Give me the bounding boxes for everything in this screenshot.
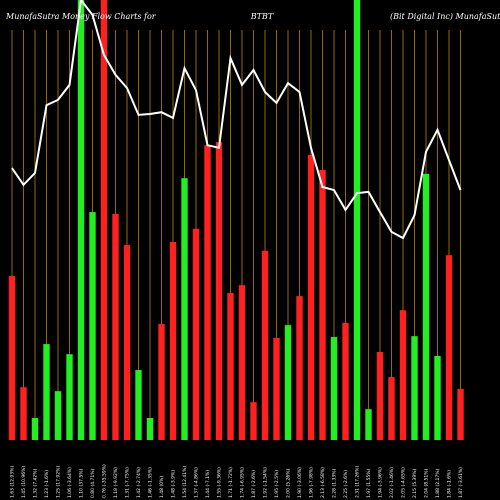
bar [181,178,188,440]
bar [238,285,246,440]
bar [411,336,418,440]
bar [54,391,62,440]
bar [319,169,326,440]
x-tick-label: 2.28 (1.33%) [332,468,338,498]
x-tick-label: 1.23 (-1.6%) [44,470,50,498]
bar [457,388,464,440]
bar [376,352,384,440]
x-tick-label: 2.05 (-4.65%) [401,467,407,498]
x-tick-label: 1.54 (12.41%) [182,466,188,498]
bar [284,325,292,440]
x-tick-label: 1.84 (-1.6%) [447,470,453,498]
bar [399,310,407,440]
x-tick-label: 1.96 (-7.98%) [309,467,315,498]
x-tick-label: 1.88 (2.17%) [435,468,441,498]
x-tick-label: 1.42 (-2.74%) [136,467,142,498]
bar [66,354,73,440]
x-tick-label: 1.71 (-1.72%) [228,467,234,498]
x-tick-label: 1.46 (-1.35%) [148,467,154,498]
bar [100,0,108,440]
bar [261,250,269,440]
x-tick-label: 1.48 (0%) [159,476,165,498]
x-tick-label: 2.31 (17.26%) [355,466,361,498]
bar [192,228,200,440]
bar [227,293,234,440]
x-tick-label: 2.00 (5.26%) [286,468,292,498]
bar [273,337,280,440]
x-tick-label: 1.18 (-9.92%) [113,467,119,498]
x-tick-label: 1.94 (-3.96%) [378,467,384,498]
x-tick-label: 1.32 (7.42%) [33,468,39,498]
bar [434,355,441,440]
x-tick-label: 1.44 (-7.1%) [205,470,211,498]
bar [422,173,430,441]
bar [250,402,257,440]
bar [388,377,395,440]
x-tick-label: 1.95 (-2.5%) [274,470,280,498]
bar [89,212,96,440]
x-tick-label: 1.37 (-4.86%) [194,467,200,498]
x-tick-label: 1.45 (10.96%) [21,466,27,498]
bar [43,344,50,440]
x-tick-label: 1.06 (-3.64%) [67,467,73,498]
bar [77,0,85,440]
bar [8,275,16,440]
x-tick-label: 1.48 (-3.9%) [171,470,177,498]
x-tick-label: 2.04 (8.51%) [424,468,430,498]
bar [31,418,39,440]
bar [112,213,119,440]
bar [158,323,165,440]
chart-title: MunafaSutra Money Flow Charts for [5,12,157,21]
x-tick-label: 1.10 (37.5%) [79,468,85,498]
subtitle: (Bit Digital Inc) MunafaSutra.com [390,12,500,21]
x-tick-label: 1.87 (-2.6%) [251,470,257,498]
x-tick-label: 2.13 (-6.58%) [320,467,326,498]
x-tick-label: 1.55 (-9.36%) [217,467,223,498]
bar [365,409,372,440]
x-tick-label: 1.97 (1.55%) [366,468,372,498]
bar [146,418,154,440]
bar [204,145,211,440]
bar [296,296,303,440]
x-tick-label: 2.25 (-2.6%) [343,470,349,498]
bar [330,337,338,440]
bar [215,142,223,440]
x-tick-label: 0.76 (-35.59%) [102,464,108,498]
bars [8,0,464,441]
money-flow-line [11,0,462,240]
x-tick-label: 0.80 (4.71%) [90,468,96,498]
bar [445,255,453,440]
bar [123,245,131,440]
bar [353,0,361,440]
bar [169,242,177,440]
x-tick-label: 1.92 (-1.54%) [263,467,269,498]
x-tick-label: 1.87 (-3.61%) [458,467,464,498]
x-tick-label: 1.90 (-3.06%) [297,467,303,498]
x-tick-label: 1.25 (17.92%) [56,466,62,498]
x-tick-label: 2.15 (5.39%) [412,468,418,498]
x-tick-label: 1.31 (-7.75%) [125,467,131,498]
bar [20,387,27,440]
bar [135,370,142,440]
x-tick-label: 2.02 (-1.46%) [389,467,395,498]
x-tick-label: 1.63 (12.93%) [10,466,16,498]
x-tick-label: 1.74 (-6.95%) [240,467,246,498]
symbol: BTBT [250,12,274,21]
bar [307,154,315,440]
bar [342,322,349,440]
